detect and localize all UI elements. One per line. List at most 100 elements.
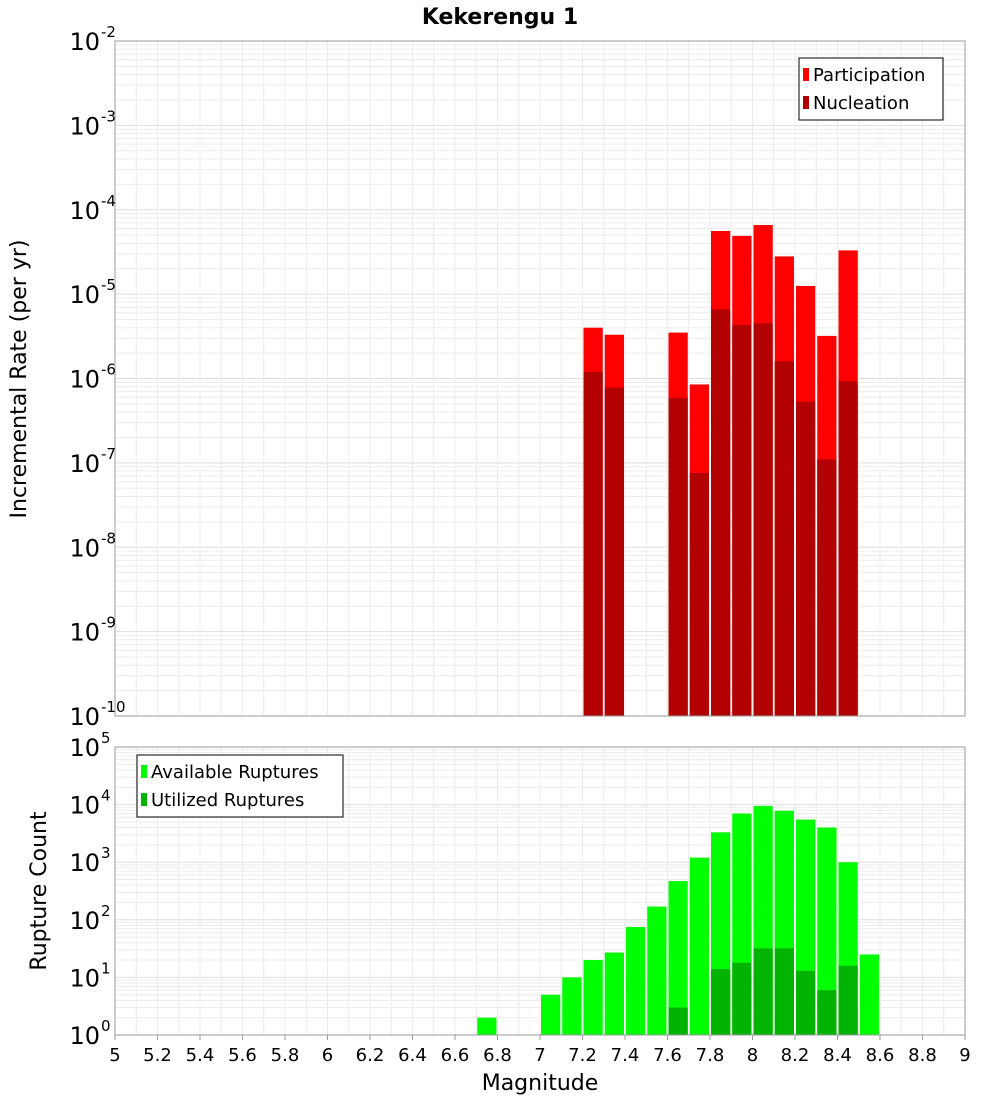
rate-legend-label: Nucleation <box>813 93 909 114</box>
rate-y-tick-exponent: -5 <box>101 276 116 294</box>
rate-bar-nucleation <box>774 361 794 716</box>
rate-y-tick-label: 10 <box>69 450 100 478</box>
count-bar-utilized-ruptures <box>753 948 773 1035</box>
count-y-tick-label: 10 <box>69 1022 100 1050</box>
rate-bar-nucleation <box>753 323 773 716</box>
count-y-axis-title: Rupture Count <box>27 811 52 971</box>
x-tick-label: 7 <box>534 1045 545 1066</box>
count-bar-available-ruptures <box>583 960 603 1035</box>
rate-legend: Participation Nucleation <box>798 57 944 121</box>
rate-legend-label: Participation <box>813 65 925 86</box>
rate-y-tick-label: 10 <box>69 28 100 56</box>
count-y-tick-exponent: 2 <box>101 902 111 920</box>
rate-bar-nucleation <box>711 309 731 716</box>
rate-plot-frame <box>114 40 966 717</box>
rate-y-tick-label: 10 <box>69 619 100 647</box>
rate-bar-nucleation <box>838 381 858 716</box>
x-tick-label: 6 <box>322 1045 333 1066</box>
count-bar-utilized-ruptures <box>838 965 858 1035</box>
count-legend-swatch <box>141 793 147 806</box>
rate-y-tick-label: 10 <box>69 366 100 394</box>
x-tick-label: 6.2 <box>356 1045 385 1066</box>
count-grid <box>114 747 966 1036</box>
x-tick-label: 6.6 <box>441 1045 470 1066</box>
count-y-tick-exponent: 4 <box>101 787 111 805</box>
count-legend: Available Ruptures Utilized Ruptures <box>136 754 344 818</box>
count-y-tick-exponent: 5 <box>101 729 111 747</box>
rate-legend-box <box>798 57 944 121</box>
rate-bar-nucleation <box>604 387 624 716</box>
x-tick-label: 8.6 <box>866 1045 895 1066</box>
count-bar-available-ruptures <box>647 906 667 1035</box>
x-tick-label: 5.6 <box>228 1045 257 1066</box>
rate-y-axis-title: Incremental Rate (per yr) <box>7 240 32 519</box>
rate-bar-nucleation <box>817 459 837 716</box>
rate-y-tick-label: 10 <box>69 112 100 140</box>
count-y-tick-exponent: 0 <box>101 1017 111 1035</box>
count-bar-available-ruptures <box>817 827 837 1035</box>
count-y-tick-label: 10 <box>69 849 100 877</box>
x-tick-label: 5.2 <box>143 1045 172 1066</box>
count-y-tick-exponent: 1 <box>101 959 111 977</box>
count-legend-swatch <box>141 765 147 778</box>
x-tick-label: 7.6 <box>653 1045 682 1066</box>
x-tick-label: 7.8 <box>696 1045 725 1066</box>
x-axis-title: Magnitude <box>482 1071 599 1096</box>
rate-grid <box>114 41 966 717</box>
count-bar-utilized-ruptures <box>732 962 752 1035</box>
x-tick-label: 8.2 <box>781 1045 810 1066</box>
count-bar-available-ruptures <box>604 952 624 1035</box>
x-tick-label: 7.4 <box>611 1045 640 1066</box>
rate-legend-swatch <box>803 96 809 109</box>
x-tick-label: 5 <box>109 1045 120 1066</box>
count-bar-available-ruptures <box>562 977 582 1035</box>
count-bar-utilized-ruptures <box>668 1007 688 1035</box>
count-legend-box <box>136 754 344 818</box>
count-bars <box>477 805 879 1035</box>
count-bar-utilized-ruptures <box>711 968 731 1035</box>
x-tick-label: 8.8 <box>908 1045 937 1066</box>
chart-title: Kekerengu 1 <box>422 5 578 30</box>
count-bar-available-ruptures <box>626 926 646 1035</box>
count-bar-available-ruptures <box>541 994 561 1035</box>
rate-y-tick-exponent: -3 <box>101 107 116 125</box>
rate-y-tick-label: 10 <box>69 534 100 562</box>
rate-y-tick-label: 10 <box>69 281 100 309</box>
count-y-tick-label: 10 <box>69 964 100 992</box>
rate-y-tick-exponent: -6 <box>101 361 116 379</box>
count-bar-available-ruptures <box>689 857 709 1035</box>
rate-bar-nucleation <box>583 371 603 716</box>
count-y-tick-label: 10 <box>69 734 100 762</box>
rate-bar-nucleation <box>689 472 709 716</box>
count-legend-label: Available Ruptures <box>151 762 319 783</box>
rate-bar-nucleation <box>668 397 688 716</box>
count-bar-available-ruptures <box>668 881 688 1035</box>
rate-y-tick-exponent: -10 <box>101 698 126 716</box>
rate-bar-nucleation <box>796 401 816 716</box>
x-tick-label: 5.8 <box>271 1045 300 1066</box>
rate-y-tick-exponent: -9 <box>101 614 116 632</box>
count-legend-label: Utilized Ruptures <box>151 790 304 811</box>
x-tick-label: 6.8 <box>483 1045 512 1066</box>
x-tick-label: 9 <box>959 1045 970 1066</box>
x-tick-label: 6.4 <box>398 1045 427 1066</box>
count-bar-available-ruptures <box>859 954 879 1035</box>
rate-y-tick-exponent: -7 <box>101 445 116 463</box>
rate-y-tick-exponent: -2 <box>101 23 116 41</box>
x-tick-label: 7.2 <box>568 1045 597 1066</box>
count-y-tick-label: 10 <box>69 792 100 820</box>
rate-y-tick-exponent: -8 <box>101 529 116 547</box>
count-y-tick-exponent: 3 <box>101 844 111 862</box>
count-x-ticks: 5 5.2 5.4 5.6 5.8 6 6.2 6.4 6.6 6.8 7 7.2 7.4 7.6 7.8 8… <box>109 1035 971 1066</box>
x-tick-label: 8 <box>747 1045 758 1066</box>
x-tick-label: 5.4 <box>186 1045 215 1066</box>
count-y-tick-label: 10 <box>69 907 100 935</box>
rate-y-tick-label: 10 <box>69 703 100 731</box>
count-bar-utilized-ruptures <box>796 970 816 1035</box>
count-bar-utilized-ruptures <box>817 990 837 1035</box>
